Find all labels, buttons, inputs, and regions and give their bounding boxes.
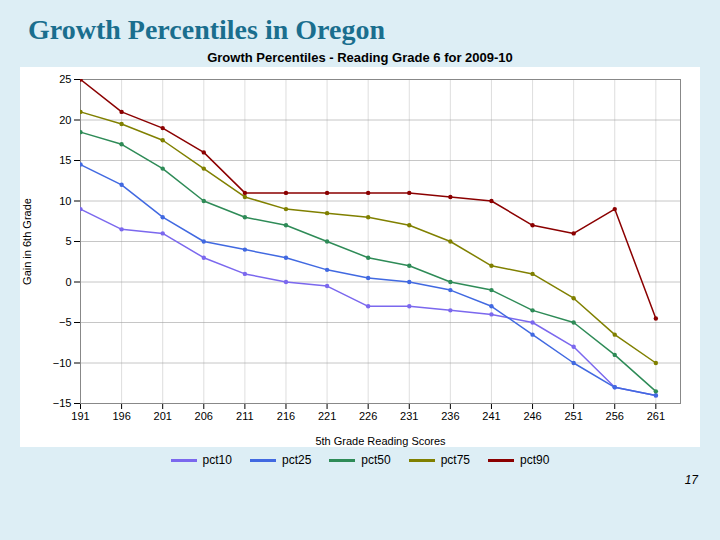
svg-text:196: 196 bbox=[112, 410, 130, 422]
html-text:pct50: pct50 bbox=[361, 453, 391, 467]
html-text:Growth Percentiles in Oregon: Growth Percentiles in Oregon bbox=[28, 14, 385, 45]
svg-text:20: 20 bbox=[59, 114, 71, 126]
svg-text:206: 206 bbox=[195, 410, 213, 422]
svg-text:Gain in 6th Grade: Gain in 6th Grade bbox=[21, 198, 33, 285]
svg-text:211: 211 bbox=[236, 410, 254, 422]
html-text:pct75: pct75 bbox=[440, 453, 470, 467]
svg-text:−10: −10 bbox=[53, 357, 72, 369]
svg-text:251: 251 bbox=[564, 410, 582, 422]
svg-text:256: 256 bbox=[606, 410, 624, 422]
html-text:pct90: pct90 bbox=[520, 453, 550, 467]
svg-text:221: 221 bbox=[318, 410, 336, 422]
svg-text:−5: −5 bbox=[59, 316, 72, 328]
svg-text:15: 15 bbox=[59, 154, 71, 166]
svg-text:236: 236 bbox=[441, 410, 459, 422]
svg-text:241: 241 bbox=[482, 410, 500, 422]
svg-text:231: 231 bbox=[400, 410, 418, 422]
svg-text:5: 5 bbox=[65, 235, 71, 247]
svg-text:5th Grade Reading Scores: 5th Grade Reading Scores bbox=[315, 435, 446, 447]
html-text:17: 17 bbox=[684, 473, 698, 487]
html-text:pct25: pct25 bbox=[282, 453, 312, 467]
svg-text:246: 246 bbox=[523, 410, 541, 422]
html-text:Growth Percentiles - Reading G: Growth Percentiles - Reading Grade 6 for… bbox=[207, 50, 513, 65]
svg-text:0: 0 bbox=[65, 276, 71, 288]
svg-text:10: 10 bbox=[59, 195, 71, 207]
svg-text:216: 216 bbox=[277, 410, 295, 422]
svg-text:−15: −15 bbox=[53, 397, 72, 409]
html-text:pct10: pct10 bbox=[202, 453, 232, 467]
svg-text:201: 201 bbox=[154, 410, 172, 422]
svg-text:261: 261 bbox=[647, 410, 665, 422]
svg-text:25: 25 bbox=[59, 73, 71, 85]
svg-text:191: 191 bbox=[71, 410, 89, 422]
svg-text:226: 226 bbox=[359, 410, 377, 422]
